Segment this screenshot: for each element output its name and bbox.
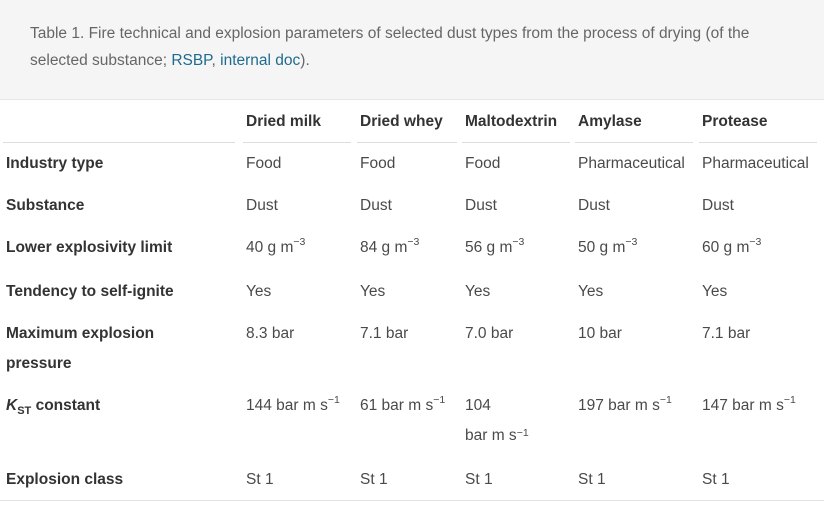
header-divider (575, 142, 693, 143)
header-divider (357, 142, 457, 143)
row-label-substance: Substance (6, 197, 85, 214)
unit-exponent: −1 (659, 394, 672, 406)
table-cell: Pharmaceutical (578, 155, 685, 172)
kst-label-rest: constant (31, 397, 101, 414)
cell-value: 104 (465, 397, 491, 414)
table-cell: 8.3 bar (246, 325, 295, 342)
row-label-lower-explosivity-limit: Lower explosivity limit (6, 239, 173, 256)
cell-value: 84 g m (360, 239, 408, 256)
table-cell: 7.1 bar (702, 325, 751, 342)
unit-exponent: −1 (516, 427, 529, 439)
table-cell: Food (465, 155, 501, 172)
cell-value: 197 bar m s (578, 397, 660, 414)
table-cell: Yes (702, 283, 728, 300)
unit-exponent: −3 (512, 236, 525, 248)
unit-exponent: −3 (625, 236, 638, 248)
unit-exponent: −1 (783, 394, 796, 406)
unit-exponent: −3 (407, 236, 420, 248)
table-cell: St 1 (465, 471, 493, 488)
row-label-kst-constant: KST constant (6, 397, 100, 417)
caption-text: Table 1. Fire technical and explosion pa… (30, 25, 750, 69)
table-cell: 50 g m−3 (578, 236, 638, 257)
table-cell: Dust (360, 197, 392, 214)
table-cell: Yes (246, 283, 272, 300)
table-bottom-border (0, 500, 824, 501)
table-cell: St 1 (702, 471, 730, 488)
table-cell: 61 bar m s−1 (360, 394, 446, 415)
unit-exponent: −3 (293, 236, 306, 248)
table-cell: Dust (578, 197, 610, 214)
table-cell: St 1 (578, 471, 606, 488)
table-cell: Yes (578, 283, 604, 300)
unit-exponent: −1 (327, 394, 340, 406)
row-label-maximum-explosion-pressure: Maximum explosion pressure (6, 319, 154, 379)
table-cell: Yes (465, 283, 491, 300)
cell-value: 50 g m (578, 239, 626, 256)
table-cell: Pharmaceutical (702, 155, 809, 172)
table-cell: 197 bar m s−1 (578, 394, 672, 415)
table-cell: St 1 (246, 471, 274, 488)
header-divider (462, 142, 570, 143)
column-header-amylase: Amylase (578, 113, 642, 130)
row-label-line: pressure (6, 355, 72, 372)
table-cell: Dust (465, 197, 497, 214)
table-cell: 60 g m−3 (702, 236, 762, 257)
table-cell: Dust (246, 197, 278, 214)
table-cell: 7.0 bar (465, 325, 514, 342)
unit-exponent: −3 (749, 236, 762, 248)
kst-symbol: K (6, 397, 18, 414)
column-header-dried-whey: Dried whey (360, 113, 443, 130)
table-cell: 7.1 bar (360, 325, 409, 342)
kst-subscript: ST (17, 405, 32, 418)
table-caption: Table 1. Fire technical and explosion pa… (30, 20, 800, 74)
cell-value: 40 g m (246, 239, 294, 256)
table-caption-box: Table 1. Fire technical and explosion pa… (0, 0, 824, 100)
table-cell: Food (246, 155, 282, 172)
table-cell: St 1 (360, 471, 388, 488)
table-cell: 104 bar m s−1 (465, 391, 529, 451)
table-cell: 40 g m−3 (246, 236, 306, 257)
table-cell: Food (360, 155, 396, 172)
row-label-tendency-to-self-ignite: Tendency to self-ignite (6, 283, 174, 300)
column-header-dried-milk: Dried milk (246, 113, 321, 130)
cell-value: 56 g m (465, 239, 513, 256)
table-cell: 56 g m−3 (465, 236, 525, 257)
cell-value: 61 bar m s (360, 397, 434, 414)
column-header-protease: Protease (702, 113, 768, 130)
cell-value: 60 g m (702, 239, 750, 256)
header-divider (3, 142, 235, 143)
internal-doc-link[interactable]: internal doc (220, 52, 301, 69)
table-cell: Yes (360, 283, 386, 300)
cell-value-wrap: bar m s (465, 427, 517, 444)
table-cell: 10 bar (578, 325, 622, 342)
table-cell: 144 bar m s−1 (246, 394, 340, 415)
table-cell: 147 bar m s−1 (702, 394, 796, 415)
unit-exponent: −1 (433, 394, 446, 406)
table-cell: Dust (702, 197, 734, 214)
header-divider (699, 142, 817, 143)
column-header-maltodextrin: Maltodextrin (465, 113, 558, 130)
caption-suffix: ). (300, 52, 310, 69)
cell-value: 147 bar m s (702, 397, 784, 414)
row-label-line: Maximum explosion (6, 325, 155, 342)
rsbp-link[interactable]: RSBP (171, 52, 212, 69)
row-label-industry-type: Industry type (6, 155, 104, 172)
row-label-explosion-class: Explosion class (6, 471, 124, 488)
table-cell: 84 g m−3 (360, 236, 420, 257)
caption-comma: , (211, 52, 221, 69)
header-divider (243, 142, 351, 143)
cell-value: 144 bar m s (246, 397, 328, 414)
